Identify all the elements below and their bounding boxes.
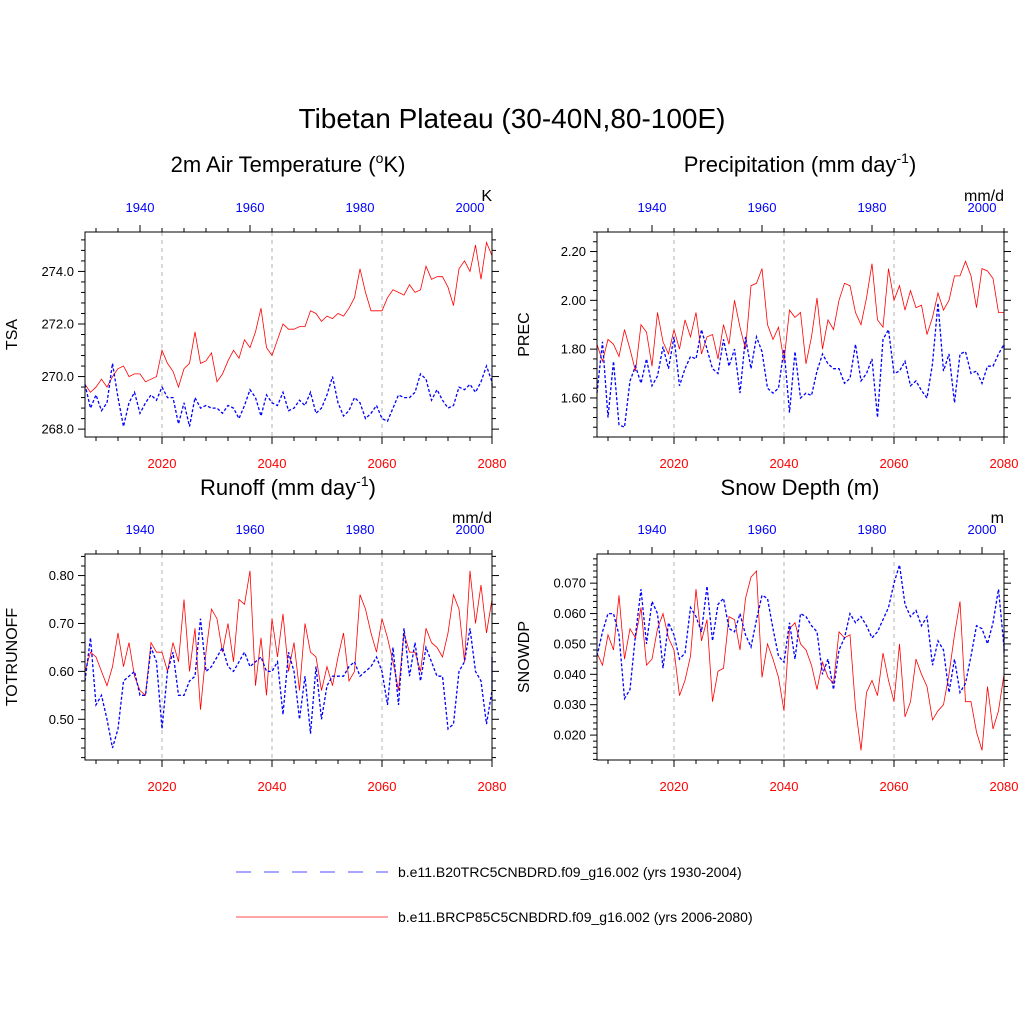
xtick-top-label-1980: 1980	[858, 522, 887, 537]
ytick-label-prec: 2.20	[561, 244, 586, 259]
xtick-bottom-label-2020: 2020	[148, 456, 177, 471]
xtick-bottom-label-2060: 2060	[880, 456, 909, 471]
units-label-snow: m	[991, 510, 1004, 527]
line-historical-tsa	[84, 363, 493, 427]
y-axis-label-snow: SNOWDP	[516, 621, 533, 693]
ytick-label-prec: 1.80	[561, 342, 586, 357]
xtick-bottom-label-2080: 2080	[990, 456, 1019, 471]
line-future-tsa	[84, 241, 493, 393]
xtick-top-label-1940: 1940	[638, 200, 667, 215]
xtick-bottom-label-2040: 2040	[258, 779, 287, 794]
ytick-label-snow: 0.020	[553, 728, 586, 743]
ytick-label-tsa: 274.0	[41, 264, 74, 279]
ytick-label-runoff: 0.80	[49, 568, 74, 583]
xtick-top-label-1980: 1980	[346, 522, 375, 537]
panel-title-snow: Snow Depth (m)	[721, 475, 880, 500]
xtick-bottom-label-2080: 2080	[478, 779, 507, 794]
legend-label-historical: b.e11.B20TRC5CNBDRD.f09_g16.002 (yrs 193…	[398, 864, 742, 880]
panel-title-text: 2m Air Temperature (	[171, 152, 377, 177]
xtick-top-label-1960: 1960	[236, 200, 265, 215]
line-future-runoff	[84, 566, 493, 710]
units-label-tsa: K	[481, 188, 492, 205]
xtick-bottom-label-2020: 2020	[660, 456, 689, 471]
panel-title-tail: )	[369, 475, 376, 500]
ytick-label-snow: 0.060	[553, 606, 586, 621]
xtick-bottom-label-2020: 2020	[660, 779, 689, 794]
xtick-bottom-label-2040: 2040	[770, 456, 799, 471]
xtick-top-label-1940: 1940	[638, 522, 667, 537]
ytick-label-tsa: 272.0	[41, 316, 74, 331]
line-historical-snow	[596, 564, 1005, 701]
ytick-label-tsa: 270.0	[41, 369, 74, 384]
ytick-label-runoff: 0.50	[49, 712, 74, 727]
line-historical-runoff	[84, 618, 493, 749]
panel-title-superscript: -1	[356, 473, 369, 489]
panels: 2m Air Temperature (oK)268.0270.0272.027…	[4, 150, 1018, 794]
xtick-top-label-1960: 1960	[236, 522, 265, 537]
line-future-prec	[596, 241, 1005, 372]
xtick-top-label-2000: 2000	[968, 200, 997, 215]
xtick-top-label-2000: 2000	[456, 522, 485, 537]
xtick-bottom-label-2060: 2060	[368, 456, 397, 471]
xtick-top-label-2000: 2000	[456, 200, 485, 215]
panel-title-text: Runoff (mm day	[200, 475, 356, 500]
units-label-runoff: mm/d	[452, 510, 492, 527]
panel-title-tail: K)	[383, 152, 405, 177]
legend: b.e11.B20TRC5CNBDRD.f09_g16.002 (yrs 193…	[236, 864, 753, 925]
xtick-bottom-label-2060: 2060	[368, 779, 397, 794]
xtick-bottom-label-2040: 2040	[770, 779, 799, 794]
ytick-label-snow: 0.070	[553, 576, 586, 591]
xtick-top-label-1940: 1940	[126, 200, 155, 215]
ytick-label-snow: 0.040	[553, 667, 586, 682]
ytick-label-snow: 0.050	[553, 636, 586, 651]
panel-title-text: Snow Depth (m)	[721, 475, 880, 500]
ytick-label-runoff: 0.60	[49, 664, 74, 679]
line-historical-prec	[596, 302, 1005, 429]
ytick-label-prec: 1.60	[561, 390, 586, 405]
xtick-bottom-label-2080: 2080	[990, 779, 1019, 794]
line-future-snow	[596, 570, 1005, 751]
panel-title-tail: )	[909, 152, 916, 177]
y-axis-label-prec: PREC	[516, 312, 533, 356]
panel-runoff: Runoff (mm day-1) 0.50 0.60 0.70 0.80 TOTRUNO…	[4, 473, 506, 794]
panel-title-prec: Precipitation (mm day-1)	[684, 150, 917, 177]
plot-frame-prec	[596, 231, 1005, 438]
plot-frame-tsa	[84, 231, 493, 438]
figure-title: Tibetan Plateau (30-40N,80-100E)	[299, 103, 726, 134]
panel-title-text: Precipitation (mm day	[684, 152, 897, 177]
legend-label-future: b.e11.BRCP85C5CNBDRD.f09_g16.002 (yrs 20…	[398, 909, 753, 925]
xtick-top-label-1960: 1960	[748, 200, 777, 215]
ytick-label-tsa: 268.0	[41, 422, 74, 437]
ytick-label-snow: 0.030	[553, 697, 586, 712]
units-label-prec: mm/d	[964, 188, 1004, 205]
panel-title-runoff: Runoff (mm day-1)	[200, 473, 376, 500]
panel-prec: Precipitation (mm day-1) 1.60 1.80 2.00 2.20…	[516, 150, 1018, 471]
xtick-top-label-1940: 1940	[126, 522, 155, 537]
ytick-label-prec: 2.00	[561, 293, 586, 308]
y-axis-label-tsa: TSA	[4, 319, 21, 350]
plot-frame-snow	[596, 553, 1005, 761]
panel-title-superscript: o	[376, 150, 384, 166]
xtick-bottom-label-2040: 2040	[258, 456, 287, 471]
panel-tsa: 2m Air Temperature (oK) 268.0 270.0 272.0 27…	[4, 150, 506, 471]
xtick-top-label-1960: 1960	[748, 522, 777, 537]
xtick-top-label-2000: 2000	[968, 522, 997, 537]
xtick-bottom-label-2060: 2060	[880, 779, 909, 794]
xtick-top-label-1980: 1980	[346, 200, 375, 215]
panel-title-tsa: 2m Air Temperature (oK)	[171, 150, 406, 177]
xtick-bottom-label-2080: 2080	[478, 456, 507, 471]
panel-title-superscript: -1	[896, 150, 909, 166]
y-axis-label-runoff: TOTRUNOFF	[4, 608, 21, 707]
ytick-label-runoff: 0.70	[49, 616, 74, 631]
plot-frame-runoff	[84, 553, 493, 761]
xtick-bottom-label-2020: 2020	[148, 779, 177, 794]
panel-snow: Snow Depth (m) 0.020 0.030 0.040 0.050 0.060 0…	[516, 475, 1018, 794]
xtick-top-label-1980: 1980	[858, 200, 887, 215]
